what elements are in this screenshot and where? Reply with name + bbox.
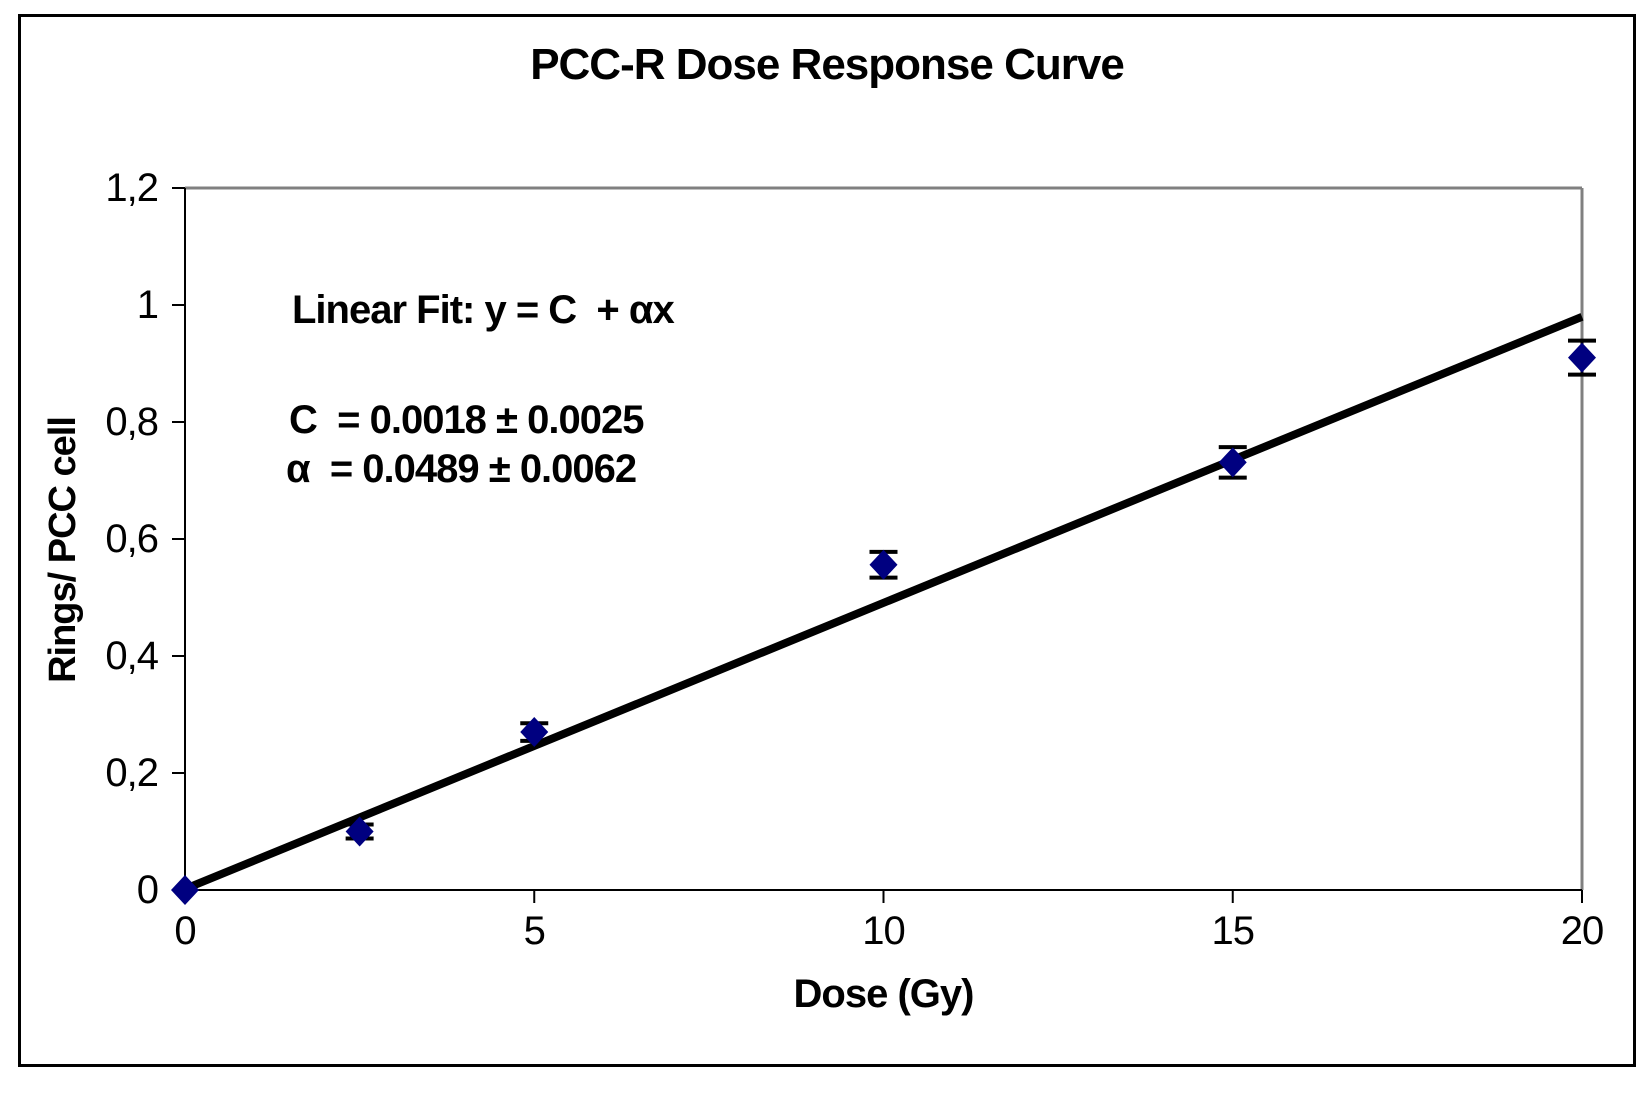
data-point-marker (1568, 342, 1596, 373)
y-tick-label: 0,4 (105, 634, 159, 678)
x-tick-label: 20 (1560, 909, 1605, 953)
y-tick-label: 0,2 (105, 751, 159, 795)
y-tick-label: 0,6 (105, 517, 159, 561)
x-tick-label: 15 (1211, 909, 1256, 953)
x-axis-title: Dose (Gy) (793, 972, 975, 1016)
linear-fit-line (183, 313, 1584, 893)
y-tick-label: 1 (136, 283, 159, 327)
y-axis-title: Rings/ PCC cell (42, 417, 84, 683)
y-tick-label: 0 (136, 868, 159, 912)
fit-intercept-label: C = 0.0018 ± 0.0025 (289, 398, 644, 442)
y-tick-label: 1,2 (105, 166, 159, 210)
data-point-marker (520, 717, 549, 748)
x-tick-label: 10 (862, 909, 906, 953)
chart-title: PCC-R Dose Response Curve (530, 40, 1125, 89)
linear-fit-equation-label: Linear Fit: y = C + αx (292, 288, 675, 332)
data-point-marker (171, 875, 199, 905)
fit-slope-label: α = 0.0489 ± 0.0062 (286, 447, 637, 491)
data-point-marker (869, 549, 898, 580)
x-tick-label: 0 (174, 909, 196, 953)
x-tick-label: 5 (523, 909, 546, 953)
data-point-marker (345, 816, 374, 847)
y-tick-label: 0,8 (105, 400, 159, 444)
data-point-marker (1218, 447, 1247, 478)
